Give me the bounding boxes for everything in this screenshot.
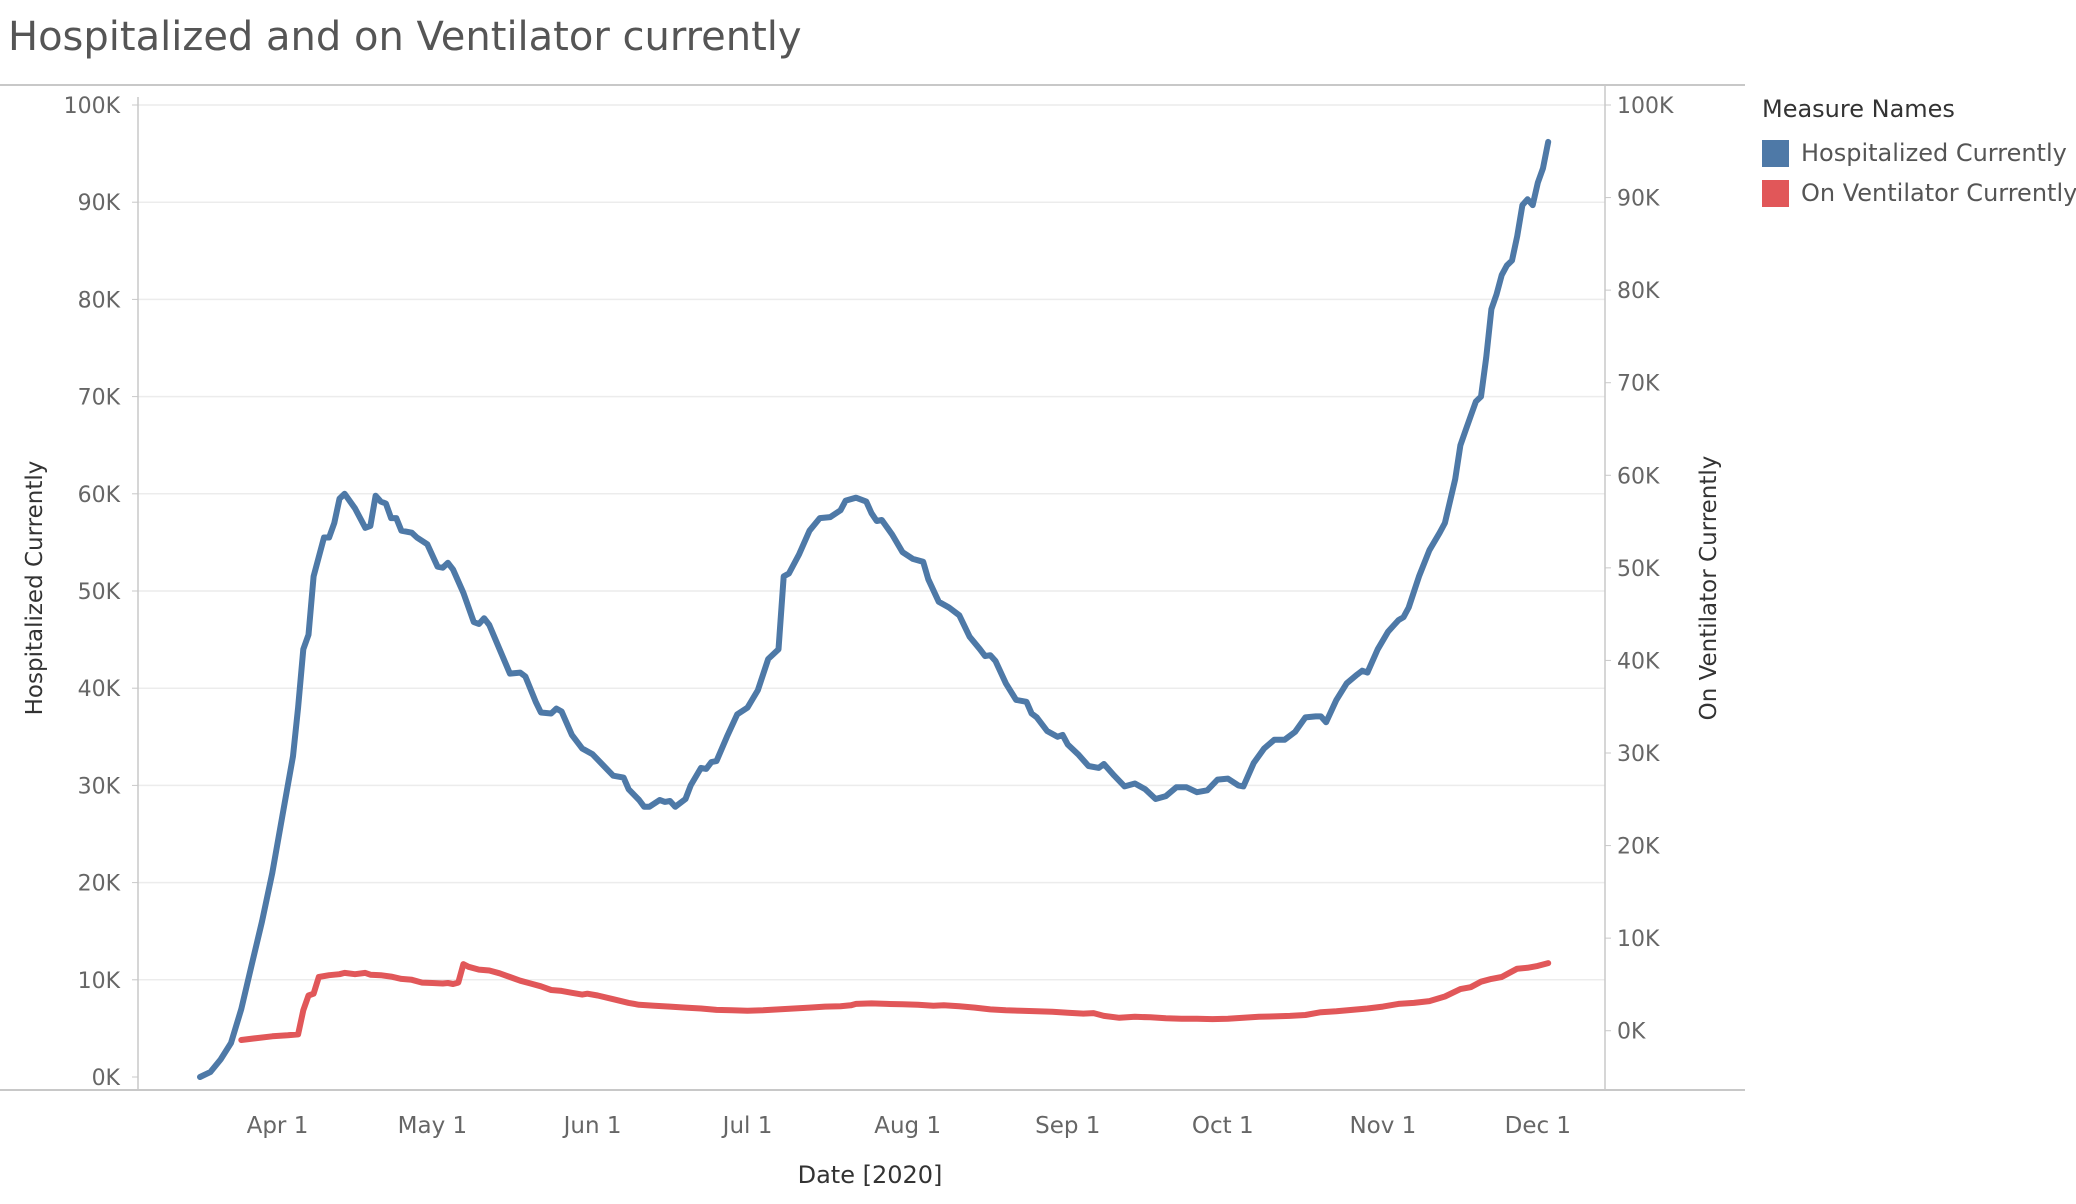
left-tick-label-7: 70K [78, 386, 121, 411]
right-tick-label-5: 50K [1617, 557, 1660, 582]
x-tick-label-8: Dec 1 [1505, 1113, 1571, 1139]
right-tick-label-1: 10K [1617, 927, 1660, 952]
left-axis-ticks: 0K 10K 20K 30K 40K 50K 60K 70K 80K 90K 100K [64, 94, 138, 1091]
legend-swatch-ventilator [1762, 179, 1789, 207]
legend-item-ventilator[interactable]: On Ventilator Currently [1762, 173, 2076, 213]
series-line-hospitalized [197, 138, 1552, 1080]
right-tick-label-3: 30K [1617, 742, 1660, 767]
legend-label-hospitalized: Hospitalized Currently [1801, 139, 2067, 167]
legend: Measure Names Hospitalized Currently On … [1762, 95, 2076, 213]
right-tick-label-4: 40K [1617, 649, 1660, 674]
right-tick-label-6: 60K [1617, 464, 1660, 489]
right-tick-label-0: 0K [1617, 1020, 1646, 1045]
right-axis-ticks: 0K 10K 20K 30K 40K 50K 60K 70K 80K 90K 100K [1605, 94, 1674, 1045]
legend-item-hospitalized[interactable]: Hospitalized Currently [1762, 133, 2076, 173]
legend-swatch-hospitalized [1762, 139, 1789, 167]
x-tick-label-6: Oct 1 [1192, 1113, 1254, 1139]
gridlines [138, 104, 1605, 981]
series-lines [197, 138, 1552, 1080]
x-tick-label-5: Sep 1 [1035, 1113, 1100, 1139]
x-axis-ticks: Apr 1 May 1 Jun 1 Jul 1 Aug 1 Sep 1 Oct 1 Nov 1… [247, 1113, 1571, 1139]
left-tick-label-6: 60K [78, 483, 121, 508]
right-tick-label-10: 100K [1617, 94, 1674, 119]
x-tick-label-4: Aug 1 [874, 1113, 941, 1139]
left-tick-label-3: 30K [78, 774, 121, 799]
left-tick-label-0: 0K [92, 1066, 121, 1091]
series-line-ventilator [238, 960, 1552, 1043]
legend-label-ventilator: On Ventilator Currently [1801, 179, 2076, 207]
x-tick-label-3: Jul 1 [721, 1113, 773, 1139]
legend-title: Measure Names [1762, 95, 1955, 123]
x-axis-label: Date [2020] [798, 1161, 943, 1189]
right-tick-label-7: 70K [1617, 372, 1660, 397]
axes [0, 85, 1745, 1091]
left-tick-label-10: 100K [64, 94, 121, 119]
right-axis-label: On Ventilator Currently [1696, 456, 1722, 721]
x-tick-label-2: Jun 1 [562, 1113, 622, 1139]
right-tick-label-9: 90K [1617, 187, 1660, 212]
page-title: Hospitalized and on Ventilator currently [8, 14, 802, 60]
left-tick-label-9: 90K [78, 191, 121, 216]
left-axis-label: Hospitalized Currently [22, 461, 48, 716]
x-tick-label-1: May 1 [398, 1113, 468, 1139]
x-tick-label-0: Apr 1 [247, 1113, 309, 1139]
left-tick-label-1: 10K [78, 969, 121, 994]
right-tick-label-2: 20K [1617, 835, 1660, 860]
left-tick-label-2: 20K [78, 872, 121, 897]
left-tick-label-5: 50K [78, 580, 121, 605]
left-tick-label-8: 80K [78, 288, 121, 313]
right-tick-label-8: 80K [1617, 279, 1660, 304]
left-tick-label-4: 40K [78, 677, 121, 702]
x-tick-label-7: Nov 1 [1349, 1113, 1416, 1139]
